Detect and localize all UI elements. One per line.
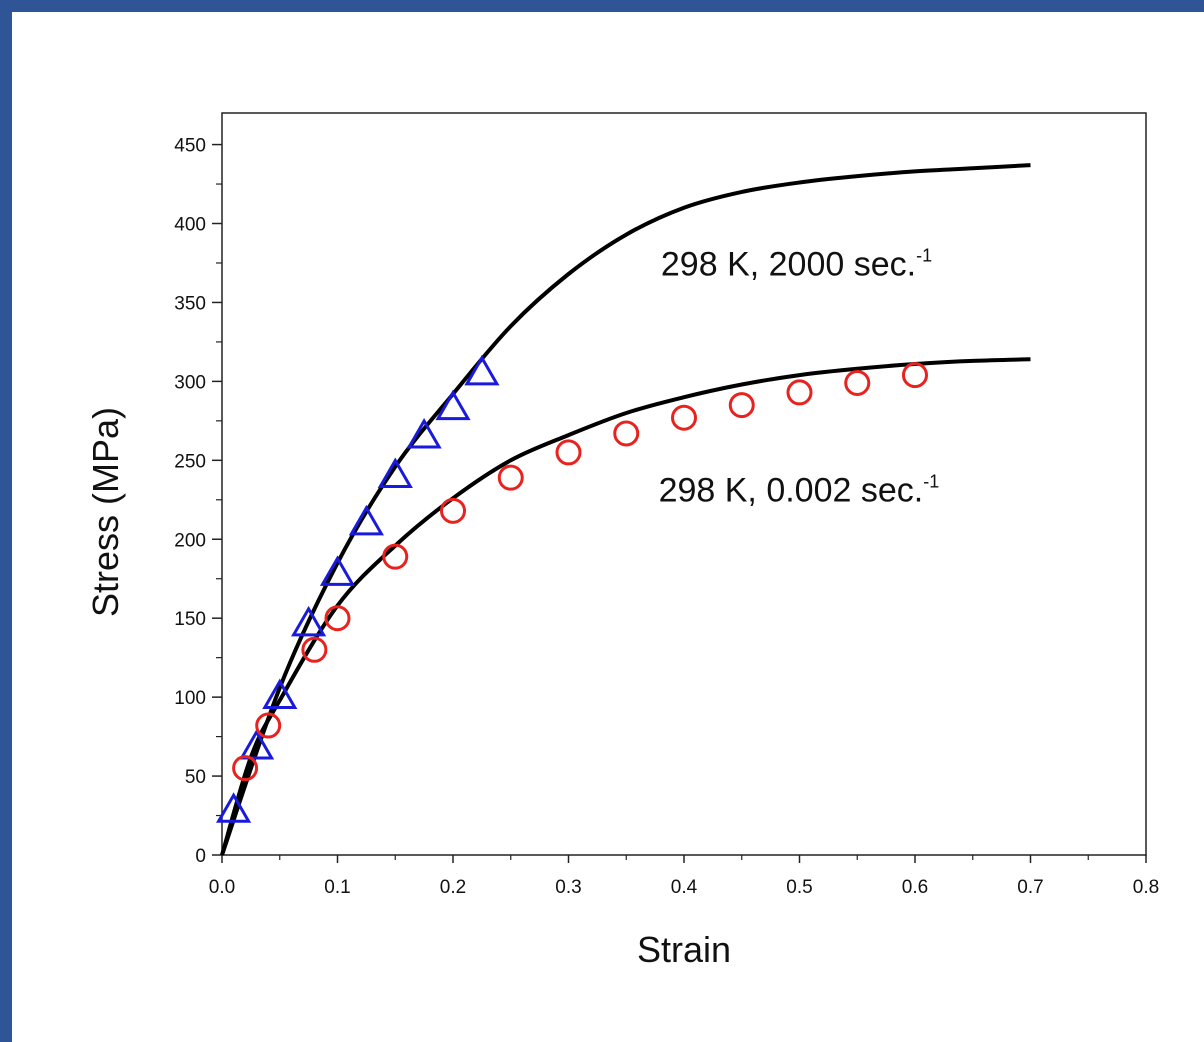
circle-marker	[555, 439, 582, 466]
y-axis-title: Stress (MPa)	[85, 407, 126, 617]
y-tick-label: 150	[174, 609, 206, 630]
x-axis: 0.0 0.1 0.2 0.3 0.4 0.5 0.6 0.7 0.8	[209, 855, 1159, 898]
x-tick-label: 0.1	[324, 877, 350, 898]
fit-curve	[220, 163, 1031, 856]
y-tick-label: 250	[174, 451, 206, 472]
y-tick-label: 450	[174, 136, 206, 157]
circle-marker	[902, 362, 928, 389]
x-tick-label: 0.5	[786, 877, 812, 898]
circle-marker	[382, 543, 409, 570]
circle-marker	[786, 379, 813, 406]
circle-marker	[671, 404, 697, 431]
circle-marker	[255, 712, 282, 739]
x-tick-label: 0.6	[902, 877, 928, 898]
curve-annotation: 298 K, 0.002 sec.-1	[659, 471, 940, 509]
circle-marker	[440, 497, 466, 524]
x-tick-label: 0.3	[555, 877, 581, 898]
circle-marker	[324, 605, 351, 632]
triangle-marker	[239, 728, 275, 760]
y-tick-label: 0	[195, 846, 206, 867]
circle-marker	[844, 369, 871, 396]
triangle-marker	[291, 605, 327, 637]
y-tick-label: 400	[174, 215, 206, 236]
y-tick-label: 100	[174, 688, 206, 709]
annotation-text: 298 K, 0.002 sec.	[659, 471, 924, 509]
triangle-marker	[262, 678, 298, 709]
triangle-marker	[216, 792, 252, 823]
annotation-superscript: -1	[923, 471, 939, 491]
annotation-text: 298 K, 2000 sec.	[661, 246, 916, 284]
y-tick-label: 200	[174, 530, 206, 551]
x-axis-title: Strain	[637, 929, 731, 970]
triangle-marker	[377, 457, 413, 488]
x-tick-label: 0.0	[209, 877, 235, 898]
triangle-marker	[464, 354, 500, 386]
circle-marker	[497, 464, 524, 491]
circle-marker	[301, 636, 328, 663]
fit-curves	[220, 163, 1031, 856]
x-tick-label: 0.8	[1133, 877, 1159, 898]
x-tick-label: 0.7	[1017, 877, 1043, 898]
circle-marker	[613, 420, 640, 447]
curve-annotation: 298 K, 2000 sec.-1	[661, 246, 932, 284]
triangle-marker	[319, 555, 356, 586]
circle-marker	[232, 755, 259, 782]
y-tick-label: 50	[185, 767, 206, 788]
y-tick-label: 350	[174, 293, 206, 314]
circle-marker	[728, 392, 755, 419]
triangle-marker	[348, 504, 384, 536]
y-axis: 0 50 100 150 200 250 300 350 400 450	[174, 136, 222, 867]
x-tick-label: 0.4	[671, 877, 698, 898]
fit-curve	[220, 357, 1031, 856]
annotation-superscript: -1	[916, 246, 932, 266]
y-tick-label: 300	[174, 372, 206, 393]
triangle-marker	[406, 417, 442, 449]
triangle-marker	[435, 389, 471, 421]
x-tick-label: 0.2	[440, 877, 466, 898]
data-markers	[216, 354, 928, 823]
